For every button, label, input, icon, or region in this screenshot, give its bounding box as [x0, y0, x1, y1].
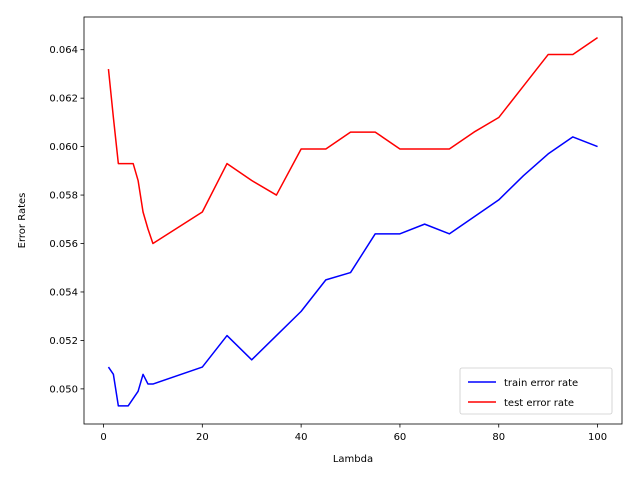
y-tick-label: 0.052 [49, 336, 78, 347]
axes-frame [83, 16, 623, 425]
x-tick-label: 80 [492, 432, 505, 443]
x-axis-title: Lambda [333, 454, 373, 465]
x-tick-label: 20 [196, 432, 209, 443]
y-tick-label: 0.050 [49, 384, 78, 395]
legend: train error rate test error rate [459, 367, 613, 415]
x-tick-label: 40 [295, 432, 308, 443]
plot-area [107, 36, 598, 407]
y-tick-label: 0.060 [49, 142, 78, 153]
legend-box [459, 367, 613, 415]
axes: 0 20 40 60 80 100 0.050 0.052 0.054 0.056 0.058 0.0… [49, 16, 623, 443]
legend-label: test error rate [504, 398, 574, 409]
legend-label: train error rate [504, 378, 578, 389]
y-tick-label: 0.054 [49, 287, 78, 298]
x-tick-label: 0 [100, 432, 106, 443]
y-axis-title: Error Rates [17, 193, 28, 249]
y-tick-label: 0.058 [49, 191, 78, 202]
y-tick-label: 0.064 [49, 45, 78, 56]
y-tick-label: 0.062 [49, 94, 78, 105]
x-tick-label: 100 [588, 432, 607, 443]
y-tick-label: 0.056 [49, 239, 78, 250]
x-tick-label: 60 [394, 432, 407, 443]
